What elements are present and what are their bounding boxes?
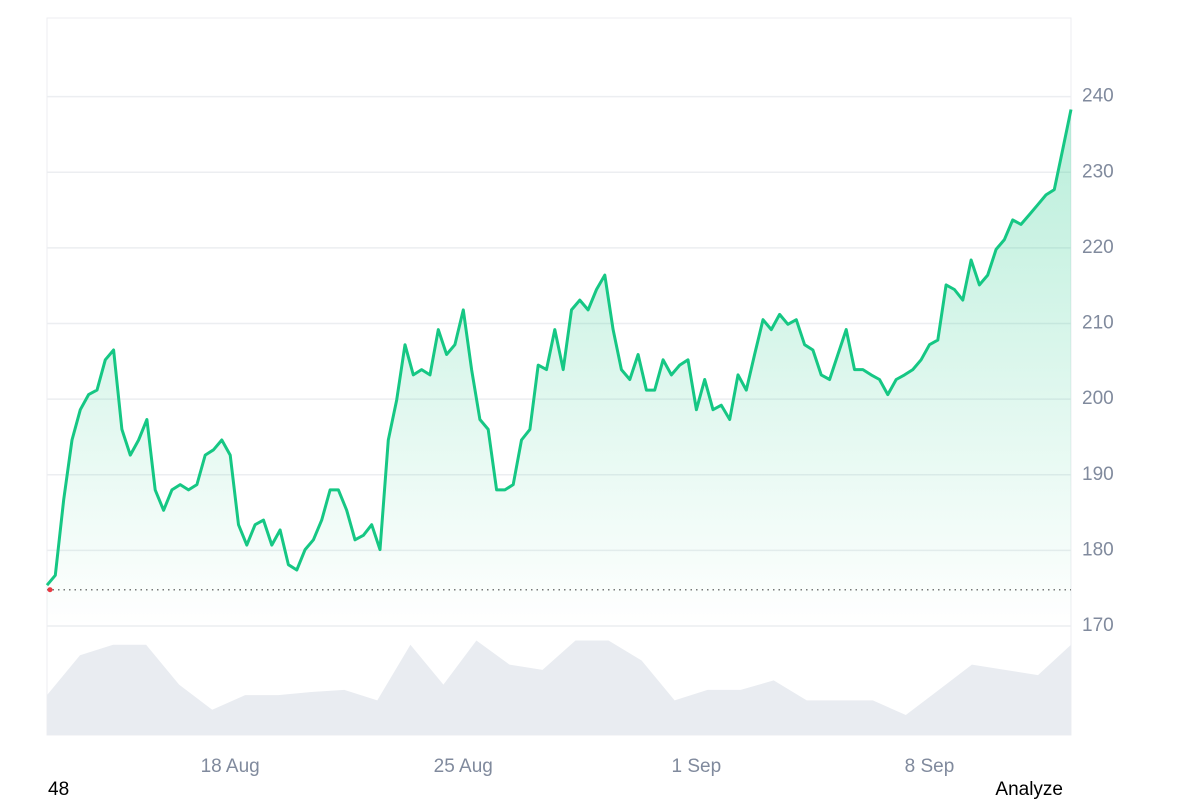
y-tick-label: 190 — [1082, 464, 1114, 485]
x-tick-label: 1 Sep — [672, 756, 722, 777]
x-tick-label: 18 Aug — [201, 756, 260, 777]
analyze-button[interactable]: Analyze — [995, 779, 1063, 800]
footer-left: 48 — [48, 779, 69, 800]
y-tick-label: 240 — [1082, 86, 1114, 107]
price-line — [45, 109, 1073, 587]
x-tick-label: 25 Aug — [434, 756, 493, 777]
start-dot — [47, 587, 53, 593]
y-tick-label: 230 — [1082, 161, 1114, 182]
y-tick-label: 220 — [1082, 237, 1114, 258]
y-tick-label: 200 — [1082, 388, 1114, 409]
price-area — [47, 109, 1071, 626]
volume-area — [47, 640, 1071, 735]
y-tick-label: 170 — [1082, 615, 1114, 636]
y-tick-label: 180 — [1082, 539, 1114, 560]
x-tick-label: 8 Sep — [905, 756, 955, 777]
y-tick-label: 210 — [1082, 313, 1114, 334]
